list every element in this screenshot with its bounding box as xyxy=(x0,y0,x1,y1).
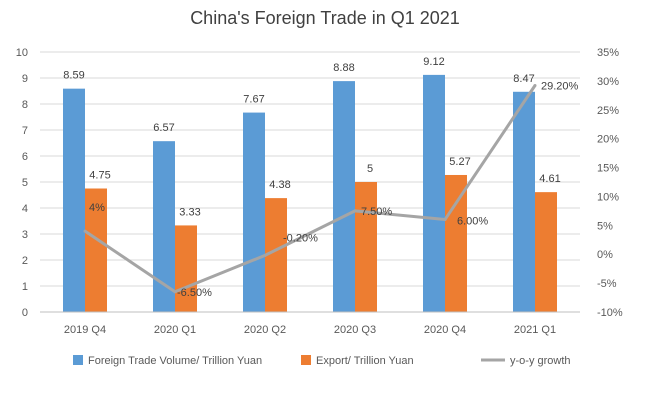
x-tick-label: 2020 Q4 xyxy=(424,324,466,336)
y-left-tick-label: 5 xyxy=(22,177,28,189)
bar-export xyxy=(355,182,377,312)
data-label: 5.27 xyxy=(449,156,470,168)
y-right-tick-label: 15% xyxy=(597,163,619,175)
growth-line xyxy=(83,84,537,294)
bar-export xyxy=(535,192,557,312)
growth-data-label: 7.50% xyxy=(361,206,392,218)
bar-trade-volume xyxy=(243,112,265,312)
growth-data-label: 4% xyxy=(89,202,105,214)
y-right-tick-label: -5% xyxy=(597,278,617,290)
data-label: 9.12 xyxy=(423,56,444,68)
legend-label: Foreign Trade Volume/ Trillion Yuan xyxy=(88,355,262,367)
growth-point xyxy=(533,84,537,88)
data-label: 4.61 xyxy=(539,173,560,185)
y-left-tick-label: 8 xyxy=(22,99,28,111)
bars xyxy=(63,74,557,313)
y-right-tick-label: 0% xyxy=(597,249,613,261)
y-left-tick-label: 4 xyxy=(22,203,28,215)
y-right-tick-label: 10% xyxy=(597,191,619,203)
growth-data-label: 6.00% xyxy=(457,216,488,228)
growth-point xyxy=(83,229,87,233)
y-left-tick-label: 0 xyxy=(22,307,28,319)
data-label: 8.59 xyxy=(63,70,84,82)
legend-swatch xyxy=(301,355,311,365)
bar-trade-volume xyxy=(153,141,175,312)
y-left-tick-label: 9 xyxy=(22,73,28,85)
y-left-tick-label: 1 xyxy=(22,281,28,293)
bar-export xyxy=(265,198,287,312)
y-right-tick-label: 5% xyxy=(597,220,613,232)
chart-title: China's Foreign Trade in Q1 2021 xyxy=(190,8,460,28)
legend-label: Export/ Trillion Yuan xyxy=(316,355,414,367)
data-label: 5 xyxy=(367,163,373,175)
data-label: 8.47 xyxy=(513,73,534,85)
x-tick-label: 2021 Q1 xyxy=(514,324,556,336)
y-left-tick-label: 2 xyxy=(22,255,28,267)
growth-line-path xyxy=(84,84,537,294)
bar-trade-volume xyxy=(423,74,445,312)
y-left-tick-label: 10 xyxy=(16,47,28,59)
growth-point xyxy=(263,253,267,257)
bar-export xyxy=(445,174,467,312)
data-label: 3.33 xyxy=(179,206,200,218)
x-tick-label: 2020 Q1 xyxy=(154,324,196,336)
axes: 0 1 2 3 4 5 6 7 8 9 10 -10% -5% 0% 5% 10% 15% 20% 25% 30% 35… xyxy=(16,47,623,336)
bar-trade-volume xyxy=(63,88,85,312)
data-label: 4.75 xyxy=(89,170,110,182)
y-right-tick-label: 30% xyxy=(597,76,619,88)
legend: Foreign Trade Volume/ Trillion Yuan Expor… xyxy=(73,355,571,367)
growth-point xyxy=(173,290,177,294)
y-left-tick-label: 6 xyxy=(22,151,28,163)
gridlines xyxy=(40,51,580,313)
data-labels: 8.59 6.57 7.67 8.88 9.12 8.47 4.75 3.33 4.38 5 5.2… xyxy=(63,56,578,299)
growth-point xyxy=(443,218,447,222)
bar-trade-volume xyxy=(333,81,355,313)
data-label: 8.88 xyxy=(333,62,354,74)
y-left-tick-label: 3 xyxy=(22,229,28,241)
y-right-tick-label: -10% xyxy=(597,307,623,319)
legend-swatch xyxy=(73,355,83,365)
x-tick-label: 2019 Q4 xyxy=(64,324,106,336)
bar-trade-volume xyxy=(513,91,535,312)
data-label: 6.57 xyxy=(153,122,174,134)
bar-export xyxy=(175,225,197,312)
x-tick-label: 2020 Q3 xyxy=(334,324,376,336)
growth-data-label: -6.50% xyxy=(177,287,212,299)
growth-point xyxy=(353,209,357,213)
data-label: 7.67 xyxy=(243,94,264,106)
y-right-tick-label: 20% xyxy=(597,134,619,146)
data-label: 4.38 xyxy=(269,179,290,191)
x-tick-label: 2020 Q2 xyxy=(244,324,286,336)
bar-export xyxy=(85,188,107,312)
y-right-tick-label: 35% xyxy=(597,47,619,59)
y-right-tick-label: 25% xyxy=(597,105,619,117)
growth-data-label: -0.20% xyxy=(283,232,318,244)
y-left-tick-label: 7 xyxy=(22,125,28,137)
legend-label: y-o-y growth xyxy=(510,355,571,367)
growth-data-label: 29.20% xyxy=(541,81,579,93)
